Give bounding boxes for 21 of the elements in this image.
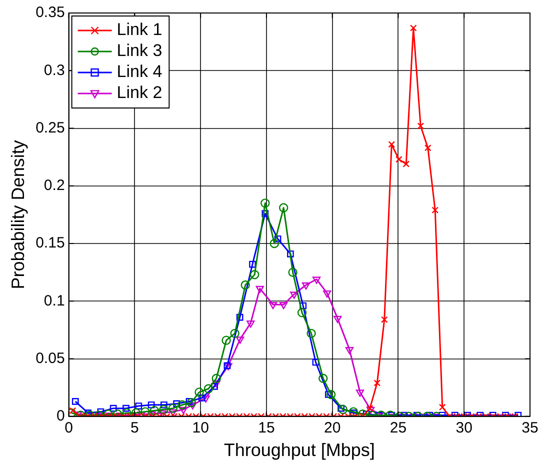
y-tick-label: 0.15 (36, 234, 65, 252)
y-tick-label: 0.3 (44, 62, 65, 79)
x-tick-label: 15 (258, 420, 275, 437)
y-tick-label: 0.35 (36, 4, 65, 22)
y-tick-label: 0.25 (36, 119, 65, 136)
x-tick-label: 5 (130, 420, 139, 437)
x-tick-label: 30 (456, 420, 472, 437)
y-tick-label: 0.1 (44, 292, 65, 310)
x-tick-label: 20 (324, 420, 341, 437)
y-axis-title: Probability Density (8, 140, 28, 290)
y-tick-label: 0.2 (44, 177, 65, 194)
y-tick-label: 0 (56, 408, 65, 425)
x-axis-title: Throughput [Mbps] (224, 440, 375, 460)
legend-label: Link 2 (116, 83, 162, 102)
x-tick-label: 35 (522, 420, 538, 437)
legend-label: Link 1 (116, 20, 162, 40)
x-tick-label: 10 (192, 420, 209, 437)
legend-label: Link 4 (116, 62, 162, 82)
x-tick-label: 25 (390, 420, 407, 437)
y-tick-label: 0.05 (36, 350, 65, 367)
legend-label: Link 3 (116, 41, 162, 60)
